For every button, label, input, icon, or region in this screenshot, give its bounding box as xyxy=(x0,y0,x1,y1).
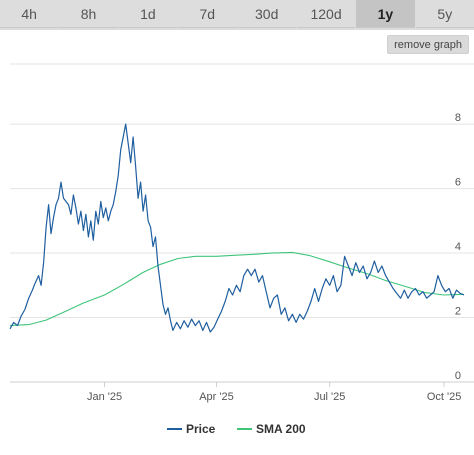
time-range-selector: 4h 8h 1d 7d 30d 120d 1y 5y xyxy=(0,0,474,30)
y-tick-label: 2 xyxy=(455,306,461,318)
legend-sma-label[interactable]: SMA 200 xyxy=(256,422,306,436)
price-line xyxy=(9,123,465,333)
x-tick-label: Oct '25 xyxy=(427,391,462,403)
range-7d-button[interactable]: 7d xyxy=(178,0,237,28)
range-4h-button[interactable]: 4h xyxy=(0,0,59,28)
range-1y-button[interactable]: 1y xyxy=(356,0,415,28)
range-8h-button[interactable]: 8h xyxy=(59,0,118,28)
x-tick-label: Jul '25 xyxy=(314,391,345,403)
grid-lines xyxy=(10,63,474,319)
legend-price-label[interactable]: Price xyxy=(186,422,216,436)
y-axis-ticks: 0 2 4 6 8 xyxy=(455,112,461,382)
x-tick-label: Jan '25 xyxy=(87,391,122,403)
range-30d-button[interactable]: 30d xyxy=(237,0,296,28)
range-1d-button[interactable]: 1d xyxy=(118,0,178,28)
remove-graph-button[interactable]: remove graph xyxy=(387,35,469,54)
x-tick-label: Apr '25 xyxy=(199,391,234,403)
range-120d-button[interactable]: 120d xyxy=(296,0,356,28)
y-tick-label: 0 xyxy=(455,370,461,382)
x-axis-ticks: Jan '25 Apr '25 Jul '25 Oct '25 xyxy=(87,382,461,403)
series-lines xyxy=(9,123,465,333)
chart-legend: Price SMA 200 xyxy=(167,422,306,436)
y-tick-label: 6 xyxy=(455,177,461,189)
sma-200-line xyxy=(9,251,465,327)
y-tick-label: 4 xyxy=(455,241,461,253)
y-tick-label: 8 xyxy=(455,112,461,124)
range-5y-button[interactable]: 5y xyxy=(415,0,474,28)
